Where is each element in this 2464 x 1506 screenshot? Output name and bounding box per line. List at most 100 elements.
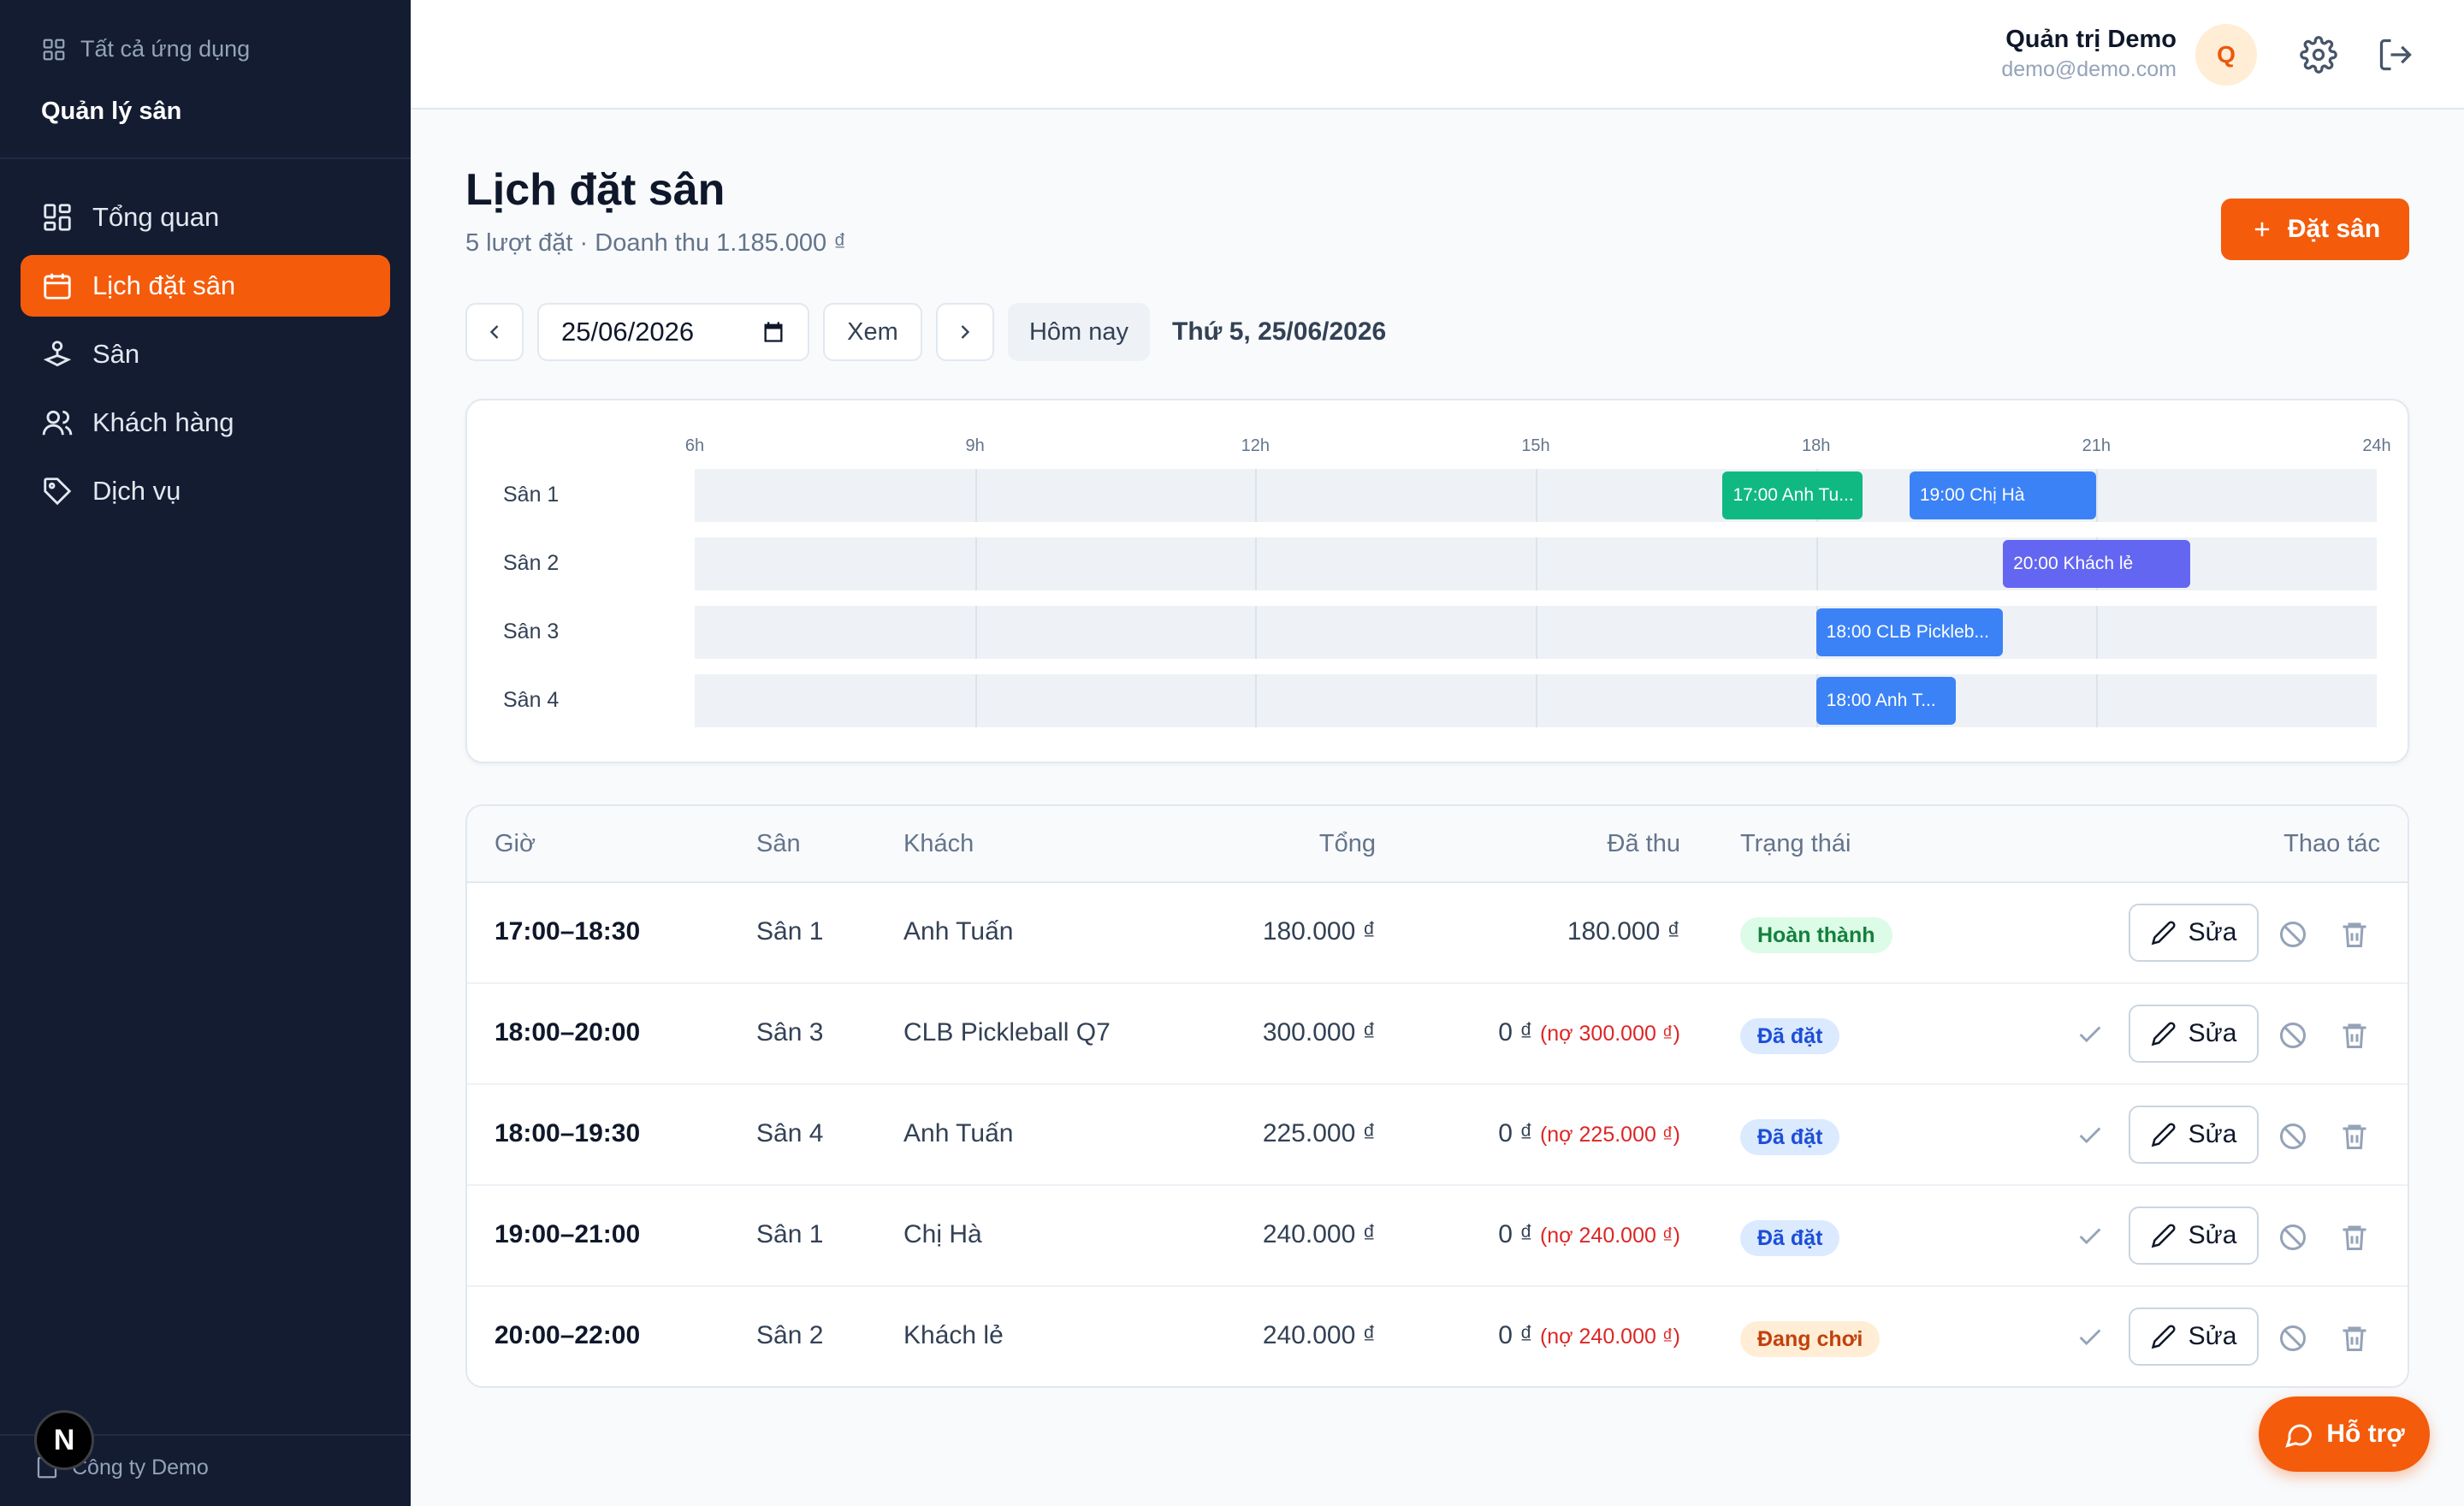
hour-gridline (1255, 674, 1258, 727)
booking-block[interactable]: 17:00 Anh Tu... (1722, 471, 1863, 519)
view-button[interactable]: Xem (823, 303, 922, 361)
edit-button[interactable]: Sửa (2129, 1307, 2259, 1366)
debt-amount: (nợ 240.000 ₫) (1539, 1325, 1680, 1349)
status-badge: Hoàn thành (1740, 917, 1892, 953)
user-info: Quản trị Demo demo@demo.com (2001, 26, 2177, 82)
hour-gridline (2096, 674, 2099, 727)
trash-icon[interactable] (2339, 1222, 2370, 1253)
today-button[interactable]: Hôm nay (1008, 303, 1150, 361)
court-track[interactable] (695, 469, 2377, 522)
sidebar-item-booking-calendar[interactable]: Lịch đặt sân (21, 255, 390, 317)
booking-timeline: 6h 9h 12h 15h 18h 21h 24h Sân 1 Sân 2 Sân 3 Sân 4 1… (465, 399, 2409, 763)
hour-label: 12h (1241, 436, 1270, 455)
cell-paid: 180.000 ₫ (1567, 917, 1680, 946)
edit-button[interactable]: Sửa (2129, 1207, 2259, 1265)
court-track[interactable] (695, 606, 2377, 659)
table-row[interactable]: 17:00–18:30 Sân 1 Anh Tuấn 180.000 ₫ 180.000… (467, 883, 2408, 984)
all-apps-link[interactable]: Tất cả ứng dụng (41, 36, 250, 62)
cell-paid: 0 ₫ (nợ 240.000 ₫) (1498, 1321, 1680, 1350)
edit-button[interactable]: Sửa (2129, 904, 2259, 962)
cancel-booking-icon[interactable] (2277, 1020, 2308, 1051)
cell-total: 300.000 ₫ (1262, 1018, 1376, 1046)
hour-gridline (974, 469, 977, 522)
hour-gridline (1536, 674, 1537, 727)
hour-label: 24h (2362, 436, 2391, 455)
sidebar-item-label: Sân (92, 339, 140, 369)
cell-total: 225.000 ₫ (1262, 1119, 1376, 1147)
cell-time: 18:00–19:30 (495, 1119, 641, 1147)
trash-icon[interactable] (2339, 1323, 2370, 1354)
sidebar-item-overview[interactable]: Tổng quan (21, 187, 390, 248)
sidebar-item-services[interactable]: Dịch vụ (21, 460, 390, 522)
cancel-booking-icon[interactable] (2277, 1222, 2308, 1253)
hour-gridline (1255, 537, 1258, 590)
debt-amount: (nợ 240.000 ₫) (1539, 1224, 1680, 1248)
check-icon[interactable] (2076, 1222, 2105, 1251)
cancel-booking-icon[interactable] (2277, 1121, 2308, 1152)
grid-icon (43, 39, 65, 60)
add-booking-button[interactable]: Đặt sân (2221, 199, 2409, 260)
booking-block[interactable]: 18:00 CLB Pickleb... (1815, 608, 2004, 656)
hour-label: 15h (1521, 436, 1550, 455)
cell-time: 17:00–18:30 (495, 917, 641, 946)
avatar[interactable]: Q (2195, 24, 2257, 86)
logout-icon[interactable] (2377, 36, 2414, 74)
page-subtitle: 5 lượt đặt · Doanh thu 1.185.000 ₫ (465, 229, 847, 257)
chat-icon (2285, 1424, 2313, 1448)
sidebar-item-label: Lịch đặt sân (92, 270, 236, 300)
cell-customer: Chị Hà (903, 1220, 982, 1248)
hour-gridline (1255, 606, 1258, 659)
cell-time: 18:00–20:00 (495, 1018, 641, 1046)
hour-gridline (1536, 606, 1537, 659)
pencil-icon (2151, 1123, 2176, 1147)
prev-day-button[interactable] (465, 303, 524, 361)
table-row[interactable]: 19:00–21:00 Sân 1 Chị Hà 240.000 ₫ 0 ₫ (nợ 2… (467, 1186, 2408, 1287)
edit-label: Sửa (2188, 1322, 2237, 1350)
check-icon[interactable] (2076, 1020, 2105, 1049)
edit-button[interactable]: Sửa (2129, 1005, 2259, 1063)
date-input[interactable]: 25/06/2026 (537, 303, 809, 361)
table-header: Giờ Sân Khách Tổng Đã thu Trạng thái Tha… (467, 806, 2408, 883)
pencil-icon (2151, 1224, 2176, 1248)
next-day-button[interactable] (936, 303, 994, 361)
edit-button[interactable]: Sửa (2129, 1106, 2259, 1164)
hour-gridline (1536, 537, 1537, 590)
table-row[interactable]: 18:00–19:30 Sân 4 Anh Tuấn 225.000 ₫ 0 ₫ (nợ… (467, 1085, 2408, 1186)
table-row[interactable]: 20:00–22:00 Sân 2 Khách lẻ 240.000 ₫ 0 ₫ (nợ… (467, 1287, 2408, 1386)
header-actions: Thao tác (2283, 830, 2380, 857)
table-row[interactable]: 18:00–20:00 Sân 3 CLB Pickleball Q7 300.000… (467, 984, 2408, 1085)
dev-tools-badge[interactable]: N (34, 1410, 94, 1470)
users-icon (42, 410, 73, 436)
status-badge: Đã đặt (1740, 1018, 1840, 1054)
edit-label: Sửa (2188, 1120, 2237, 1148)
date-toolbar: 25/06/2026 Xem Hôm nay Thứ 5, 25/06/2026 (465, 303, 1386, 361)
sidebar-item-customers[interactable]: Khách hàng (21, 392, 390, 454)
hour-gridline (974, 674, 977, 727)
trash-icon[interactable] (2339, 1020, 2370, 1051)
support-button[interactable]: Hỗ trợ (2259, 1396, 2430, 1472)
sidebar-item-courts[interactable]: Sân (21, 323, 390, 385)
court-track[interactable] (695, 674, 2377, 727)
booking-block[interactable]: 18:00 Anh T... (1815, 677, 1957, 725)
brand-title: Quản lý sân (41, 98, 182, 125)
calendar-picker-icon[interactable] (761, 320, 785, 344)
cancel-booking-icon[interactable] (2277, 1323, 2308, 1354)
chevron-left-icon (489, 325, 499, 339)
court-label: Sân 2 (503, 551, 560, 575)
top-bar: Quản trị Demo demo@demo.com Q (411, 0, 2464, 110)
cell-customer: Khách lẻ (903, 1321, 1004, 1349)
booking-block[interactable]: 20:00 Khách lẻ (2003, 540, 2190, 588)
current-date-label: Thứ 5, 25/06/2026 (1172, 317, 1387, 346)
check-icon[interactable] (2076, 1121, 2105, 1150)
cell-customer: CLB Pickleball Q7 (903, 1018, 1111, 1046)
booking-block[interactable]: 19:00 Chị Hà (1909, 471, 2097, 519)
gear-icon[interactable] (2300, 36, 2337, 74)
trash-icon[interactable] (2339, 919, 2370, 950)
hour-gridline (1536, 469, 1537, 522)
trash-icon[interactable] (2339, 1121, 2370, 1152)
cancel-booking-icon[interactable] (2277, 919, 2308, 950)
sidebar-item-label: Khách hàng (92, 407, 234, 437)
company-switcher[interactable]: Công ty Demo (34, 1455, 209, 1480)
cell-total: 240.000 ₫ (1262, 1321, 1376, 1349)
check-icon[interactable] (2076, 1323, 2105, 1352)
